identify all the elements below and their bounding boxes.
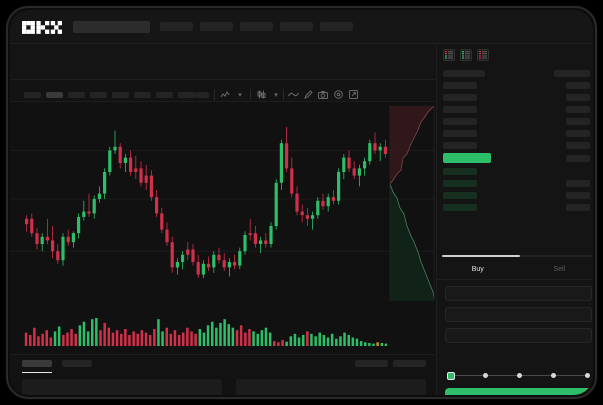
top-navigation-bar [10, 10, 593, 44]
orderbook-ask-row[interactable] [443, 94, 477, 101]
orderbook-bid-size [566, 204, 590, 211]
slider-stop-25[interactable] [483, 373, 488, 378]
orderbook-rows[interactable] [437, 68, 593, 249]
ob-toggle-both-icon[interactable] [443, 49, 455, 61]
amount-field[interactable] [445, 307, 592, 322]
orderbook-ask-size [566, 118, 590, 125]
orderbook-bid-row[interactable] [443, 168, 477, 175]
timeframe-button-8[interactable] [178, 92, 195, 98]
line-tool-icon[interactable] [287, 89, 299, 100]
order-form [437, 280, 593, 355]
orderbook-bid-size [566, 192, 590, 199]
orderbook-ask-size [566, 106, 590, 113]
orderbook-ask-size [566, 82, 590, 89]
camera-icon[interactable] [317, 89, 329, 100]
device-frame: Spot Trading ▾ ▾ [6, 6, 597, 399]
orderbook-header-left [443, 70, 485, 77]
bottom-panel-left[interactable] [22, 379, 222, 395]
active-tab-underline [22, 372, 52, 373]
orderbook-spread-size [566, 155, 590, 162]
total-field[interactable] [445, 328, 592, 343]
bottom-tabs-bar [10, 354, 435, 376]
volume-histogram [10, 302, 435, 354]
chevron-down-icon[interactable]: ▾ [274, 91, 278, 99]
orderbook-ask-row[interactable] [443, 106, 477, 113]
orderbook-layout-toggles [443, 49, 489, 61]
orderbook-trade-panel: Buy Sell [436, 44, 593, 395]
bottom-tab-order-history[interactable] [62, 360, 92, 367]
timeframe-button-4[interactable] [90, 92, 107, 98]
orderbook-bid-size [566, 180, 590, 187]
timeframe-button-2[interactable] [46, 92, 63, 98]
orderbook-ask-row[interactable] [443, 118, 477, 125]
timeframe-button-3[interactable] [68, 92, 85, 98]
tab-buy[interactable]: Buy [471, 266, 484, 273]
buy-sell-tabs: Buy Sell [437, 260, 593, 280]
timeframe-button-5[interactable] [112, 92, 129, 98]
orderbook-selected-row[interactable] [443, 153, 491, 163]
bottom-action-export[interactable] [393, 360, 426, 367]
orderbook-ask-row[interactable] [443, 142, 477, 149]
orderbook-bid-row[interactable] [443, 192, 477, 199]
timeframe-button-6[interactable] [134, 92, 151, 98]
bottom-panel-right[interactable] [236, 379, 426, 395]
settings-icon[interactable] [332, 89, 344, 100]
okx-logo[interactable] [22, 21, 62, 34]
bottom-tab-open-orders[interactable] [22, 360, 52, 367]
orderbook-bid-row[interactable] [443, 204, 477, 211]
orderbook-scrollbar[interactable] [442, 255, 592, 257]
toolbar-divider [283, 89, 284, 100]
nav-item-trade[interactable] [200, 22, 233, 31]
candlestick-chart[interactable] [10, 102, 435, 302]
orderbook-ask-row[interactable] [443, 82, 477, 89]
chart-type-icon[interactable] [255, 89, 267, 100]
ob-toggle-bids-icon[interactable] [460, 49, 472, 61]
submit-order-button[interactable] [445, 388, 592, 395]
search-input[interactable] [73, 21, 150, 33]
orderbook-ask-row[interactable] [443, 130, 477, 137]
ob-toggle-asks-icon[interactable] [477, 49, 489, 61]
orderbook-header-right [554, 70, 590, 77]
orderbook-ask-size [566, 142, 590, 149]
orderbook-ask-size [566, 94, 590, 101]
timeframe-button-9[interactable] [195, 92, 209, 98]
nav-item-derivatives[interactable] [240, 22, 273, 31]
bottom-panels [10, 376, 435, 395]
toolbar-divider [214, 89, 215, 100]
trading-app: Spot Trading ▾ ▾ [10, 10, 593, 395]
slider-stop-50[interactable] [517, 373, 522, 378]
pencil-icon[interactable] [302, 89, 314, 100]
slider-stop-75[interactable] [551, 373, 556, 378]
indicators-icon[interactable] [219, 89, 231, 100]
nav-item-more[interactable] [320, 22, 353, 31]
nav-item-earn[interactable] [280, 22, 313, 31]
price-field[interactable] [445, 286, 592, 301]
orderbook-bid-row[interactable] [443, 180, 477, 187]
slider-stop-100[interactable] [585, 373, 590, 378]
market-depth-overlay [388, 105, 435, 301]
toolbar-divider [250, 89, 251, 100]
chevron-down-icon[interactable]: ▾ [238, 91, 242, 99]
timeframe-button-1[interactable] [24, 92, 41, 98]
orderbook-ask-size [566, 130, 590, 137]
percent-slider[interactable] [447, 371, 590, 380]
timeframe-button-7[interactable] [156, 92, 173, 98]
fullscreen-icon[interactable] [347, 89, 359, 100]
bottom-action-filter[interactable] [355, 360, 388, 367]
slider-handle[interactable] [447, 372, 455, 380]
nav-item-markets[interactable] [160, 22, 193, 31]
tab-sell[interactable]: Sell [553, 266, 566, 273]
